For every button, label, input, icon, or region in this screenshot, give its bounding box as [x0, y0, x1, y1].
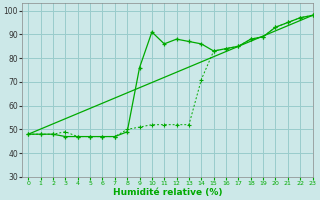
X-axis label: Humidité relative (%): Humidité relative (%): [113, 188, 222, 197]
